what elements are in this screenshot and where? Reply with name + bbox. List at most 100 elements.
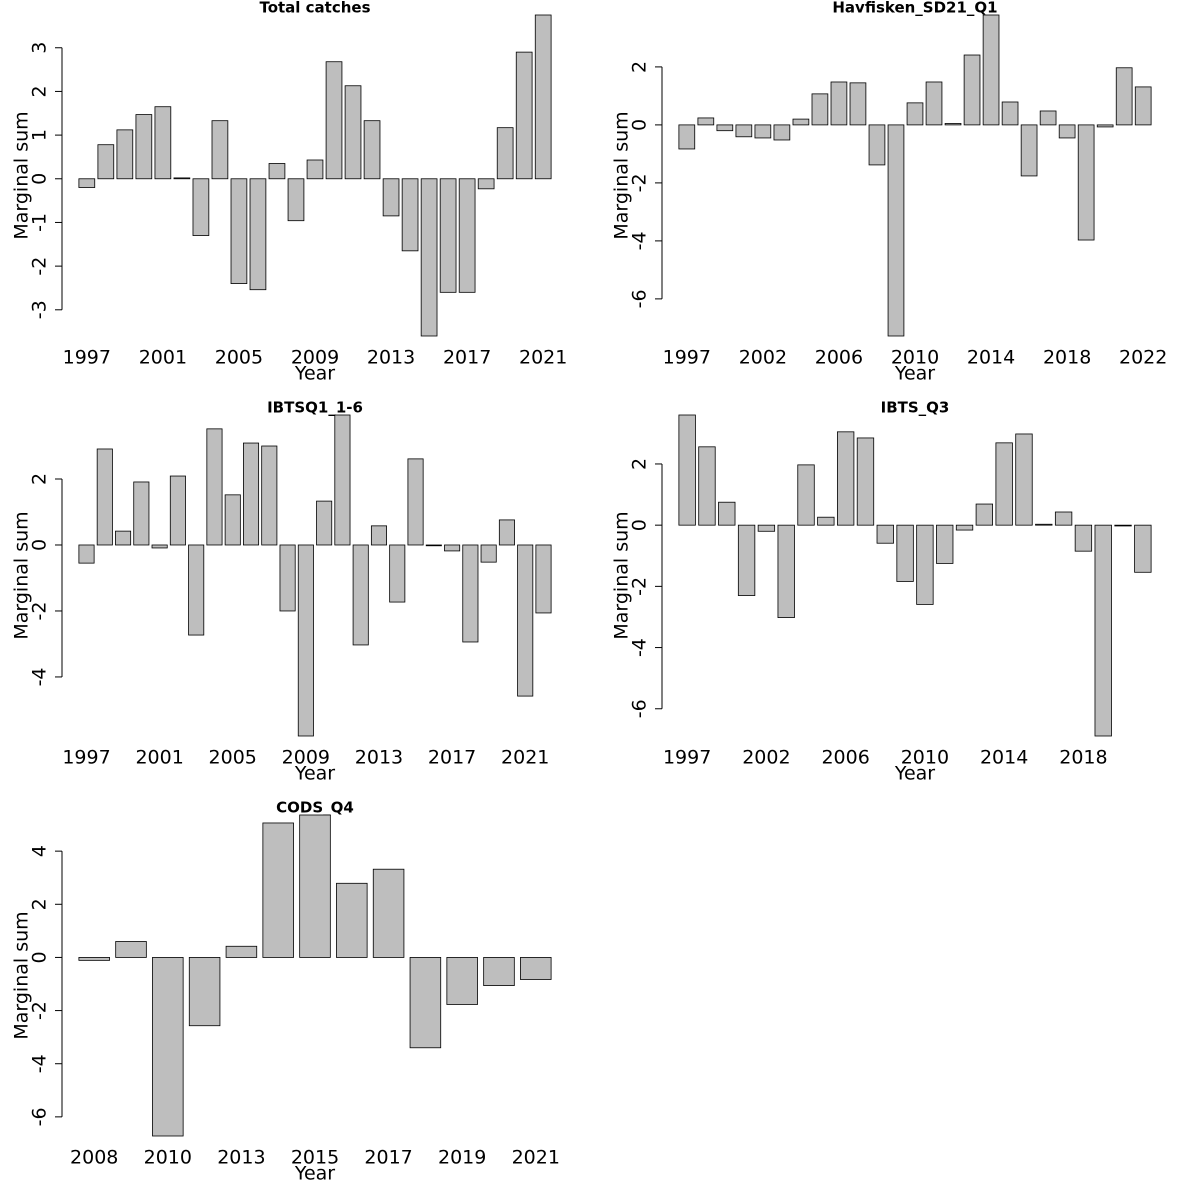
bar: [152, 957, 184, 1137]
y-tick-label: -4: [29, 667, 51, 686]
bar: [944, 123, 962, 126]
bar: [306, 159, 324, 180]
x-tick-label: 2018: [1043, 347, 1091, 369]
bar: [261, 445, 278, 546]
chart-title: Total catches: [259, 0, 370, 17]
bar: [325, 61, 343, 180]
bar: [409, 957, 442, 1049]
bar: [849, 82, 867, 126]
x-tick-label: 2010: [901, 747, 949, 769]
bar: [1001, 101, 1019, 126]
bar: [792, 118, 810, 126]
bar: [211, 120, 229, 180]
x-axis-label: Year: [894, 763, 935, 785]
bar: [78, 957, 110, 961]
x-tick-label: 2017: [443, 347, 491, 369]
bar: [372, 868, 405, 958]
bar: [334, 414, 351, 546]
x-tick-label: 2010: [891, 347, 939, 369]
bar: [896, 524, 914, 582]
bar: [151, 544, 168, 549]
x-tick-label: 2009: [291, 347, 339, 369]
x-tick-label: 2014: [967, 347, 1015, 369]
bar: [173, 177, 191, 180]
y-axis-label: Marginal sum: [11, 111, 33, 239]
bar: [407, 458, 424, 546]
x-tick-label: 2021: [519, 347, 567, 369]
bar: [1039, 110, 1057, 126]
bar: [1115, 67, 1133, 126]
bar: [773, 124, 791, 141]
y-tick-label: 2: [629, 458, 651, 470]
y-tick-label: 4: [29, 845, 51, 857]
y-tick-label: 2: [29, 85, 51, 97]
y-tick-label: 0: [29, 173, 51, 185]
bar: [1077, 124, 1095, 241]
y-axis-label: Marginal sum: [11, 911, 33, 1039]
bar: [188, 544, 205, 636]
x-tick-label: 2002: [739, 347, 787, 369]
bar: [249, 178, 267, 291]
bar: [78, 178, 96, 188]
bar: [352, 544, 369, 646]
bar: [115, 941, 147, 958]
bar: [299, 814, 331, 958]
bar: [906, 102, 924, 126]
bar: [477, 178, 495, 190]
x-tick-label: 1997: [663, 347, 711, 369]
panel: Havfisken_SD21_Q1 Year Marginal sum -6 -4 -2 0…: [611, 0, 1168, 385]
x-tick-label: 1997: [63, 347, 111, 369]
bar: [1015, 433, 1033, 526]
panel: IBTSQ1_1-6 Year Marginal sum -4 -2 0 2 1997 2001…: [11, 399, 552, 785]
y-tick-label: -4: [629, 231, 651, 250]
bar: [925, 81, 943, 126]
bar: [135, 114, 153, 180]
x-tick-label: 2005: [215, 347, 263, 369]
bar: [678, 414, 696, 526]
y-tick-label: 0: [29, 951, 51, 963]
bar: [370, 525, 387, 546]
bar: [517, 544, 534, 697]
bar: [316, 500, 333, 546]
bar: [1035, 523, 1053, 526]
x-tick-label: 2021: [512, 1147, 560, 1169]
x-tick-label: 1997: [663, 747, 711, 769]
bar: [936, 524, 954, 564]
bar: [401, 178, 419, 252]
x-tick-label: 2019: [438, 1147, 486, 1169]
x-tick-label: 2017: [428, 747, 476, 769]
x-axis-label: Year: [294, 363, 335, 385]
x-tick-label: 2006: [821, 747, 869, 769]
bar: [1134, 86, 1152, 126]
bar: [868, 124, 886, 166]
y-tick-label: -2: [29, 601, 51, 620]
bar: [224, 494, 241, 546]
y-tick-label: -2: [629, 173, 651, 192]
bar: [817, 516, 835, 526]
bar: [1096, 124, 1114, 128]
x-tick-label: 2017: [364, 1147, 412, 1169]
bar: [1074, 524, 1093, 552]
x-tick-label: 2002: [742, 747, 790, 769]
y-tick-label: -6: [629, 289, 651, 308]
bar: [995, 442, 1013, 526]
bar: [480, 544, 497, 563]
y-tick-label: -2: [629, 577, 651, 596]
y-axis-label: Marginal sum: [11, 511, 33, 639]
x-tick-label: 2014: [980, 747, 1028, 769]
bar: [757, 524, 776, 532]
bar: [439, 178, 457, 293]
bar: [96, 448, 113, 546]
y-tick-label: -2: [29, 1001, 51, 1020]
y-tick-label: -2: [29, 257, 51, 276]
panel: CODS_Q4 Year Marginal sum -6 -4 -2 0 2 4 2008 2010…: [11, 799, 560, 1185]
y-tick-label: 2: [29, 898, 51, 910]
bar: [225, 945, 258, 958]
bar: [535, 544, 552, 614]
x-axis-label: Year: [894, 363, 935, 385]
y-tick-label: -4: [629, 638, 651, 657]
x-tick-label: 2005: [209, 747, 257, 769]
bar: [876, 524, 894, 544]
x-tick-label: 2006: [815, 347, 863, 369]
chart-title: IBTS_Q3: [881, 399, 950, 417]
